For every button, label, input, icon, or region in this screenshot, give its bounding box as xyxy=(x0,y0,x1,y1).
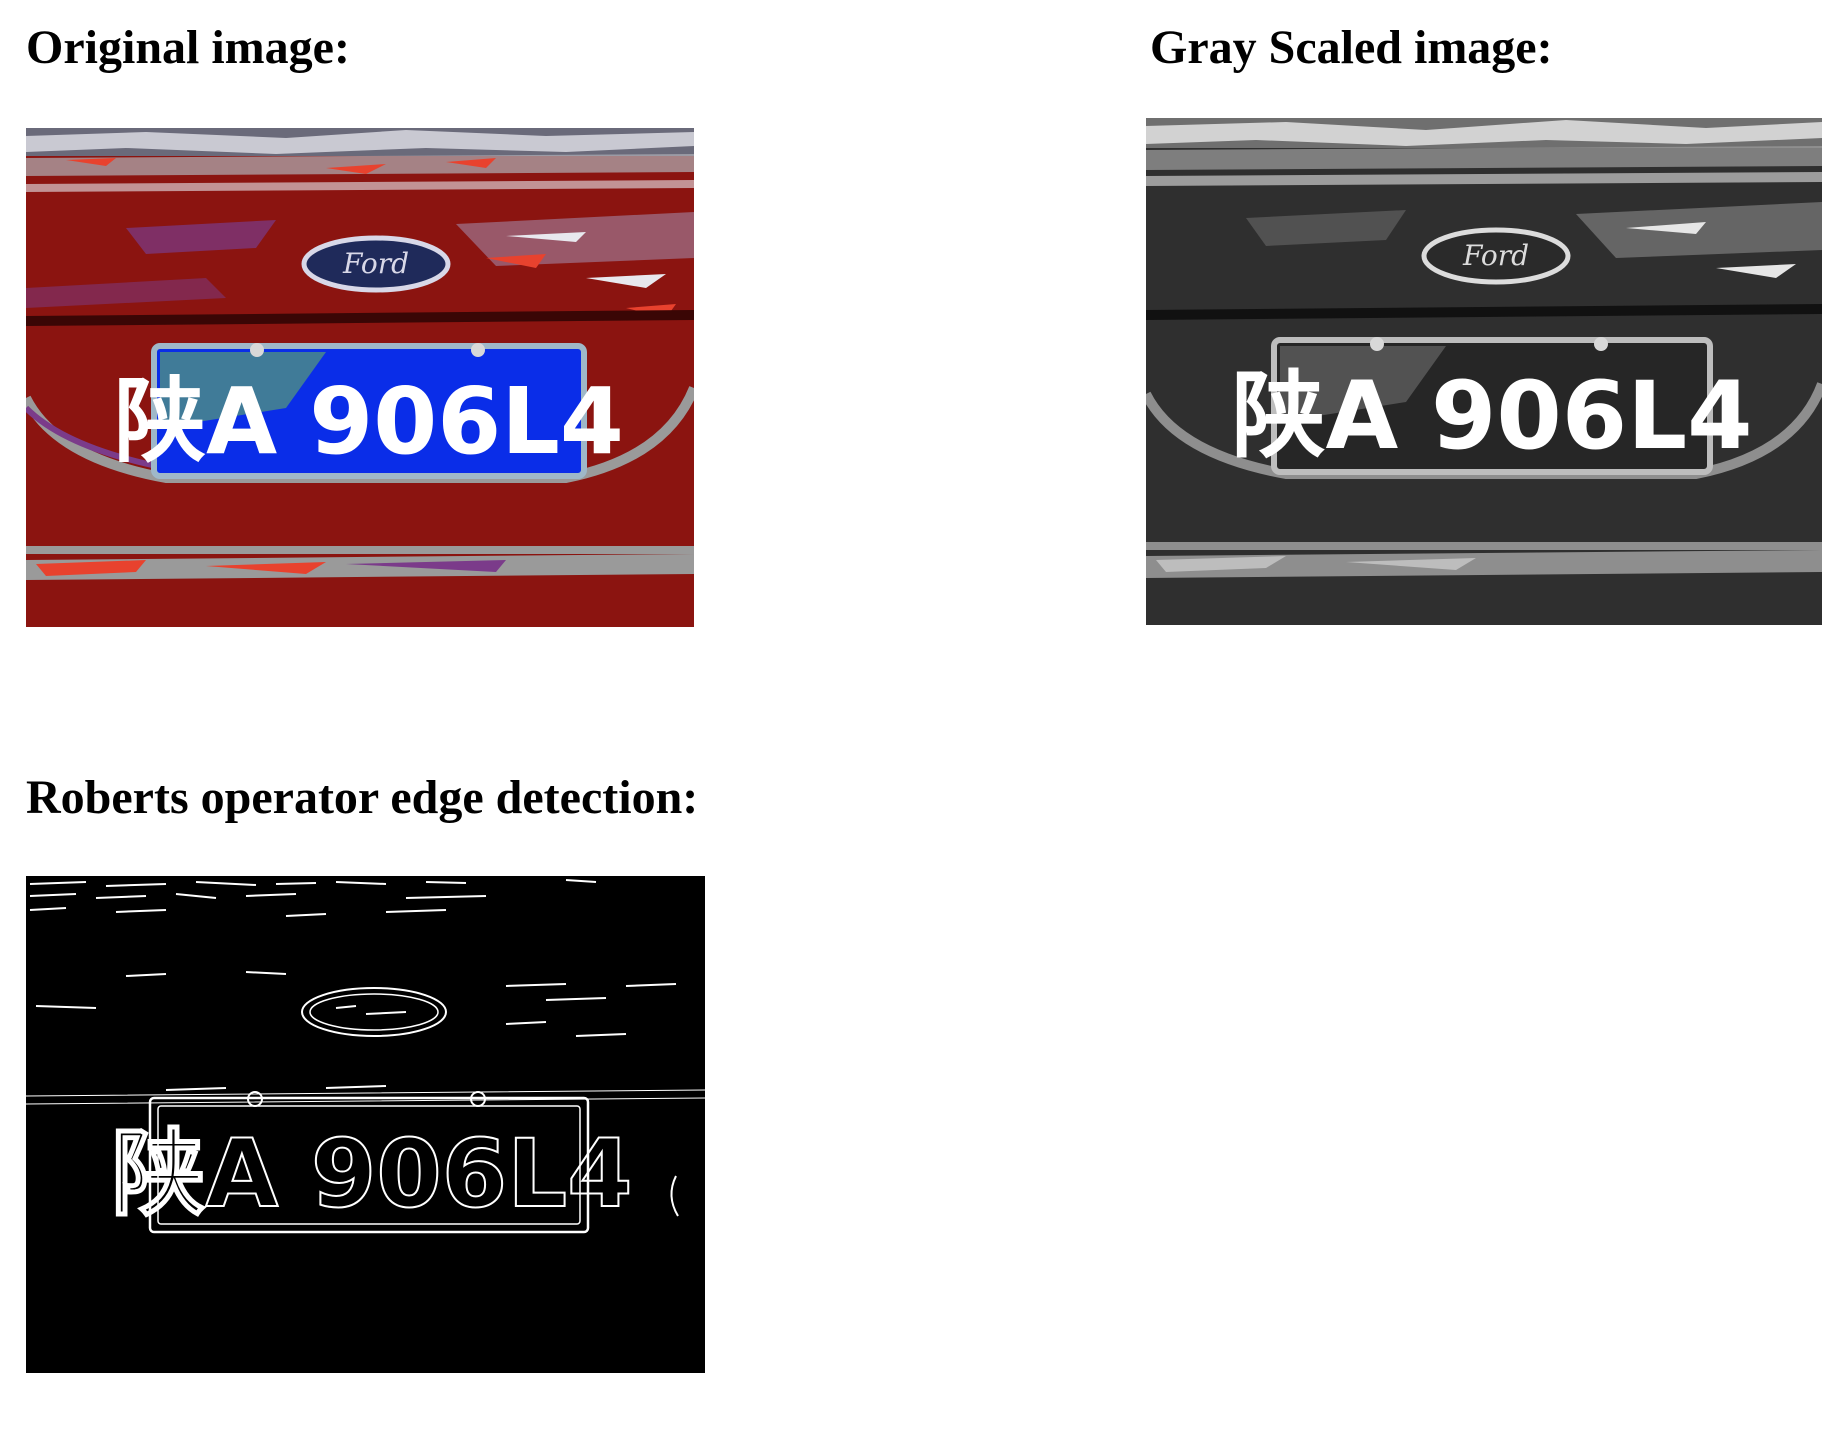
original-plate-text: 陕A 906L4 xyxy=(114,368,624,475)
original-image: Ford 陕A 906L4 xyxy=(26,128,694,627)
gray-logo-text: Ford xyxy=(1462,239,1529,272)
original-logo-text: Ford xyxy=(342,247,409,280)
roberts-edge-image: 陕A 906L4 xyxy=(26,876,705,1373)
original-image-heading: Original image: xyxy=(26,21,350,74)
gray-scaled-image-heading: Gray Scaled image: xyxy=(1150,21,1553,74)
roberts-plate-text: 陕A 906L4 xyxy=(112,1120,633,1229)
gray-plate-text: 陕A 906L4 xyxy=(1232,362,1753,471)
gray-scaled-image: Ford 陕A 906L4 xyxy=(1146,118,1822,625)
roberts-edge-detection-heading: Roberts operator edge detection: xyxy=(26,771,699,824)
